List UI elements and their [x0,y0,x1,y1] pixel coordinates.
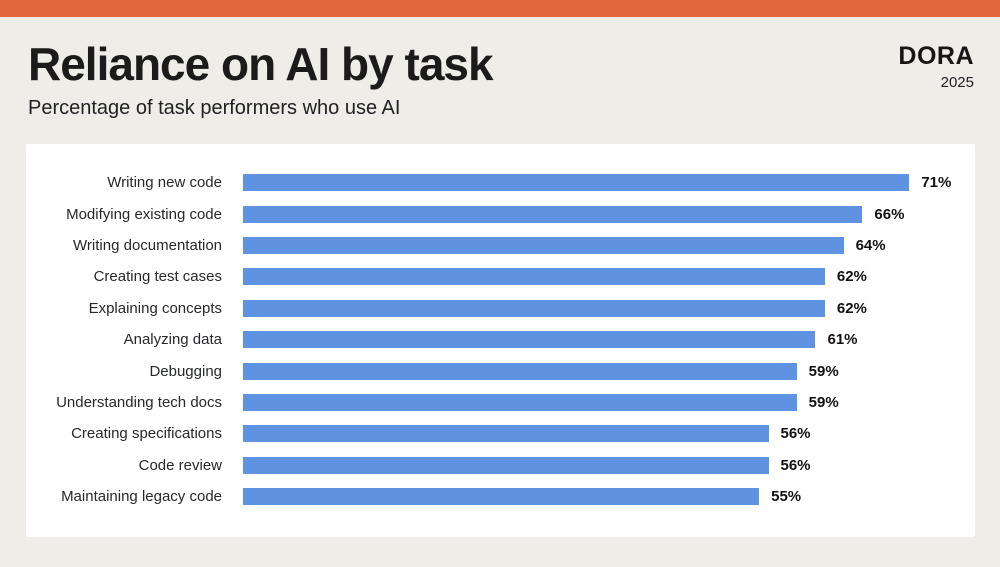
bar-label: Code review [138,456,222,474]
bar-value: 59% [808,393,839,411]
bar [243,205,863,223]
bar-value: 56% [780,425,811,443]
bar-value: 64% [855,236,886,254]
bar-track: 62% [243,293,975,324]
chart-row: Writing new code 71% [26,167,975,198]
logo-block: DORA 2025 [898,42,974,91]
bar-label: Writing new code [107,174,222,192]
page-subtitle: Percentage of task performers who use AI [28,96,401,119]
bar [243,456,769,474]
bar-value: 55% [771,488,802,506]
bar-track: 66% [243,198,975,229]
chart-header: Reliance on AI by task Percentage of tas… [28,38,868,120]
bar-label: Modifying existing code [66,205,222,223]
chart-row: Debugging 59% [26,355,975,386]
bar-track: 59% [243,387,975,418]
bar-track: 56% [243,418,975,449]
bar-label: Creating test cases [93,268,222,286]
chart-row: Creating test cases 62% [26,261,975,292]
bar-label: Understanding tech docs [56,393,222,411]
bar [243,425,769,443]
bar-value: 71% [921,174,952,192]
bar [243,393,797,411]
chart-row: Code review 56% [26,450,975,481]
bar-label: Analyzing data [123,331,222,349]
bar-track: 71% [243,167,975,198]
bar [243,236,844,254]
bar-label: Explaining concepts [88,299,222,317]
accent-top-strip [0,0,1000,17]
bar-label: Writing documentation [73,236,222,254]
bar-label: Creating specifications [71,425,222,443]
chart-row: Maintaining legacy code 55% [26,481,975,512]
dora-logo: DORA [898,42,974,70]
bar [243,331,816,349]
bar-track: 64% [243,230,975,261]
bar-value: 59% [808,362,839,380]
chart-row: Analyzing data 61% [26,324,975,355]
chart-row: Modifying existing code 66% [26,198,975,229]
bar-track: 62% [243,261,975,292]
chart-row: Creating specifications 56% [26,418,975,449]
chart-row: Explaining concepts 62% [26,293,975,324]
bar-track: 55% [243,481,975,512]
bar-label: Debugging [149,362,222,380]
bar-track: 56% [243,450,975,481]
bar [243,362,797,380]
bar [243,488,760,506]
bar-track: 61% [243,324,975,355]
bar-track: 59% [243,355,975,386]
bar [243,299,825,317]
chart-panel: Writing new code 71% Modifying existing co… [26,144,975,537]
bar-value: 62% [836,268,867,286]
chart-rows: Writing new code 71% Modifying existing co… [26,167,975,512]
bar-label: Maintaining legacy code [61,488,222,506]
bar-value: 61% [827,331,858,349]
chart-row: Understanding tech docs 59% [26,387,975,418]
bar [243,268,825,286]
bar-value: 62% [836,299,867,317]
bar-value: 56% [780,456,811,474]
chart-row: Writing documentation 64% [26,230,975,261]
bar-value: 66% [874,205,905,223]
page-title: Reliance on AI by task [28,38,494,90]
logo-year: 2025 [940,74,974,91]
bar [243,174,910,192]
